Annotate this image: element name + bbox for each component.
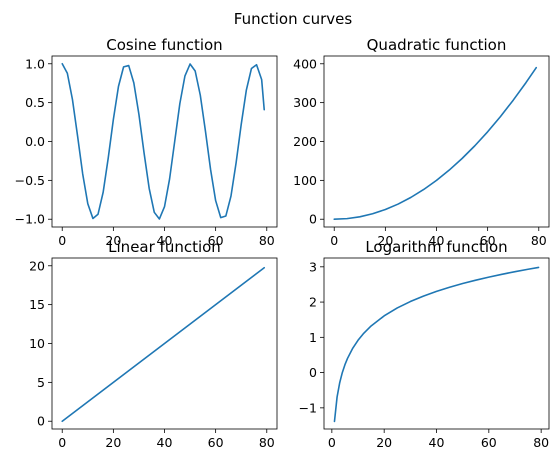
quadratic-ytick-label: 400 <box>293 56 317 71</box>
cosine-axes-frame <box>51 55 278 228</box>
cosine-xtick-label: 20 <box>105 233 121 248</box>
cosine-ytick-label: −0.5 <box>15 173 45 188</box>
figure-title: Function curves <box>234 10 353 28</box>
cosine-xtick-label: 0 <box>58 233 66 248</box>
quadratic-xtick-label: 0 <box>330 233 338 248</box>
linear-title: Linear function <box>108 238 221 256</box>
quadratic-curve <box>333 66 538 221</box>
linear-axes-frame <box>51 257 278 430</box>
linear-ytick-label: 0 <box>37 414 45 429</box>
linear-subplot: Linear function 0 20 40 60 80 0 5 10 15 20 <box>29 238 278 450</box>
cosine-xtick-label: 80 <box>259 233 275 248</box>
quadratic-ytick-label: 300 <box>293 95 317 110</box>
logarithm-xtick-label: 0 <box>328 435 336 450</box>
cosine-xtick-label: 60 <box>208 233 224 248</box>
linear-ytick-label: 20 <box>29 258 45 273</box>
logarithm-ytick-label: 1 <box>309 330 317 345</box>
quadratic-ytick-label: 0 <box>309 212 317 227</box>
linear-curve <box>61 266 266 423</box>
quadratic-title: Quadratic function <box>367 36 507 54</box>
logarithm-xtick-label: 80 <box>533 435 549 450</box>
logarithm-subplot: Logarithm function 0 20 40 60 80 −1 0 1 2 3 <box>299 238 550 450</box>
quadratic-axes-frame <box>323 55 550 228</box>
cosine-ytick-label: 1.0 <box>25 56 45 71</box>
quadratic-xtick-label: 60 <box>480 233 496 248</box>
cosine-xtick-label: 40 <box>157 233 173 248</box>
quadratic-xtick-label: 80 <box>531 233 547 248</box>
quadratic-ytick-label: 100 <box>293 173 317 188</box>
quadratic-subplot: Quadratic function 0 20 40 60 80 0 100 200 300 400 <box>293 36 550 248</box>
cosine-title: Cosine function <box>106 36 222 54</box>
cosine-subplot: Cosine function 0 20 40 60 80 −1.0 −0.5 0.0 0.5 1.… <box>15 36 278 248</box>
quadratic-ytick-label: 200 <box>293 134 317 149</box>
linear-xtick-label: 0 <box>58 435 66 450</box>
cosine-ytick-label: −1.0 <box>15 212 45 227</box>
logarithm-ytick-label: 2 <box>309 295 317 310</box>
cosine-curve <box>61 62 266 220</box>
linear-xtick-label: 40 <box>157 435 173 450</box>
quadratic-xtick-label: 40 <box>429 233 445 248</box>
logarithm-ytick-label: 0 <box>309 365 317 380</box>
logarithm-ytick-label: −1 <box>299 400 317 415</box>
logarithm-xtick-label: 20 <box>376 435 392 450</box>
linear-xtick-label: 20 <box>105 435 121 450</box>
logarithm-xtick-label: 40 <box>429 435 445 450</box>
linear-xtick-label: 80 <box>259 435 275 450</box>
cosine-ytick-label: 0.5 <box>25 95 45 110</box>
linear-ytick-label: 5 <box>37 375 45 390</box>
logarithm-title: Logarithm function <box>365 238 507 256</box>
cosine-ytick-label: 0.0 <box>25 134 45 149</box>
linear-ytick-label: 15 <box>29 297 45 312</box>
linear-ytick-label: 10 <box>29 336 45 351</box>
quadratic-xtick-label: 20 <box>377 233 393 248</box>
logarithm-axes-frame <box>323 257 550 430</box>
linear-xtick-label: 60 <box>208 435 224 450</box>
logarithm-ytick-label: 3 <box>309 259 317 274</box>
logarithm-xtick-label: 60 <box>481 435 497 450</box>
logarithm-curve <box>333 266 540 423</box>
